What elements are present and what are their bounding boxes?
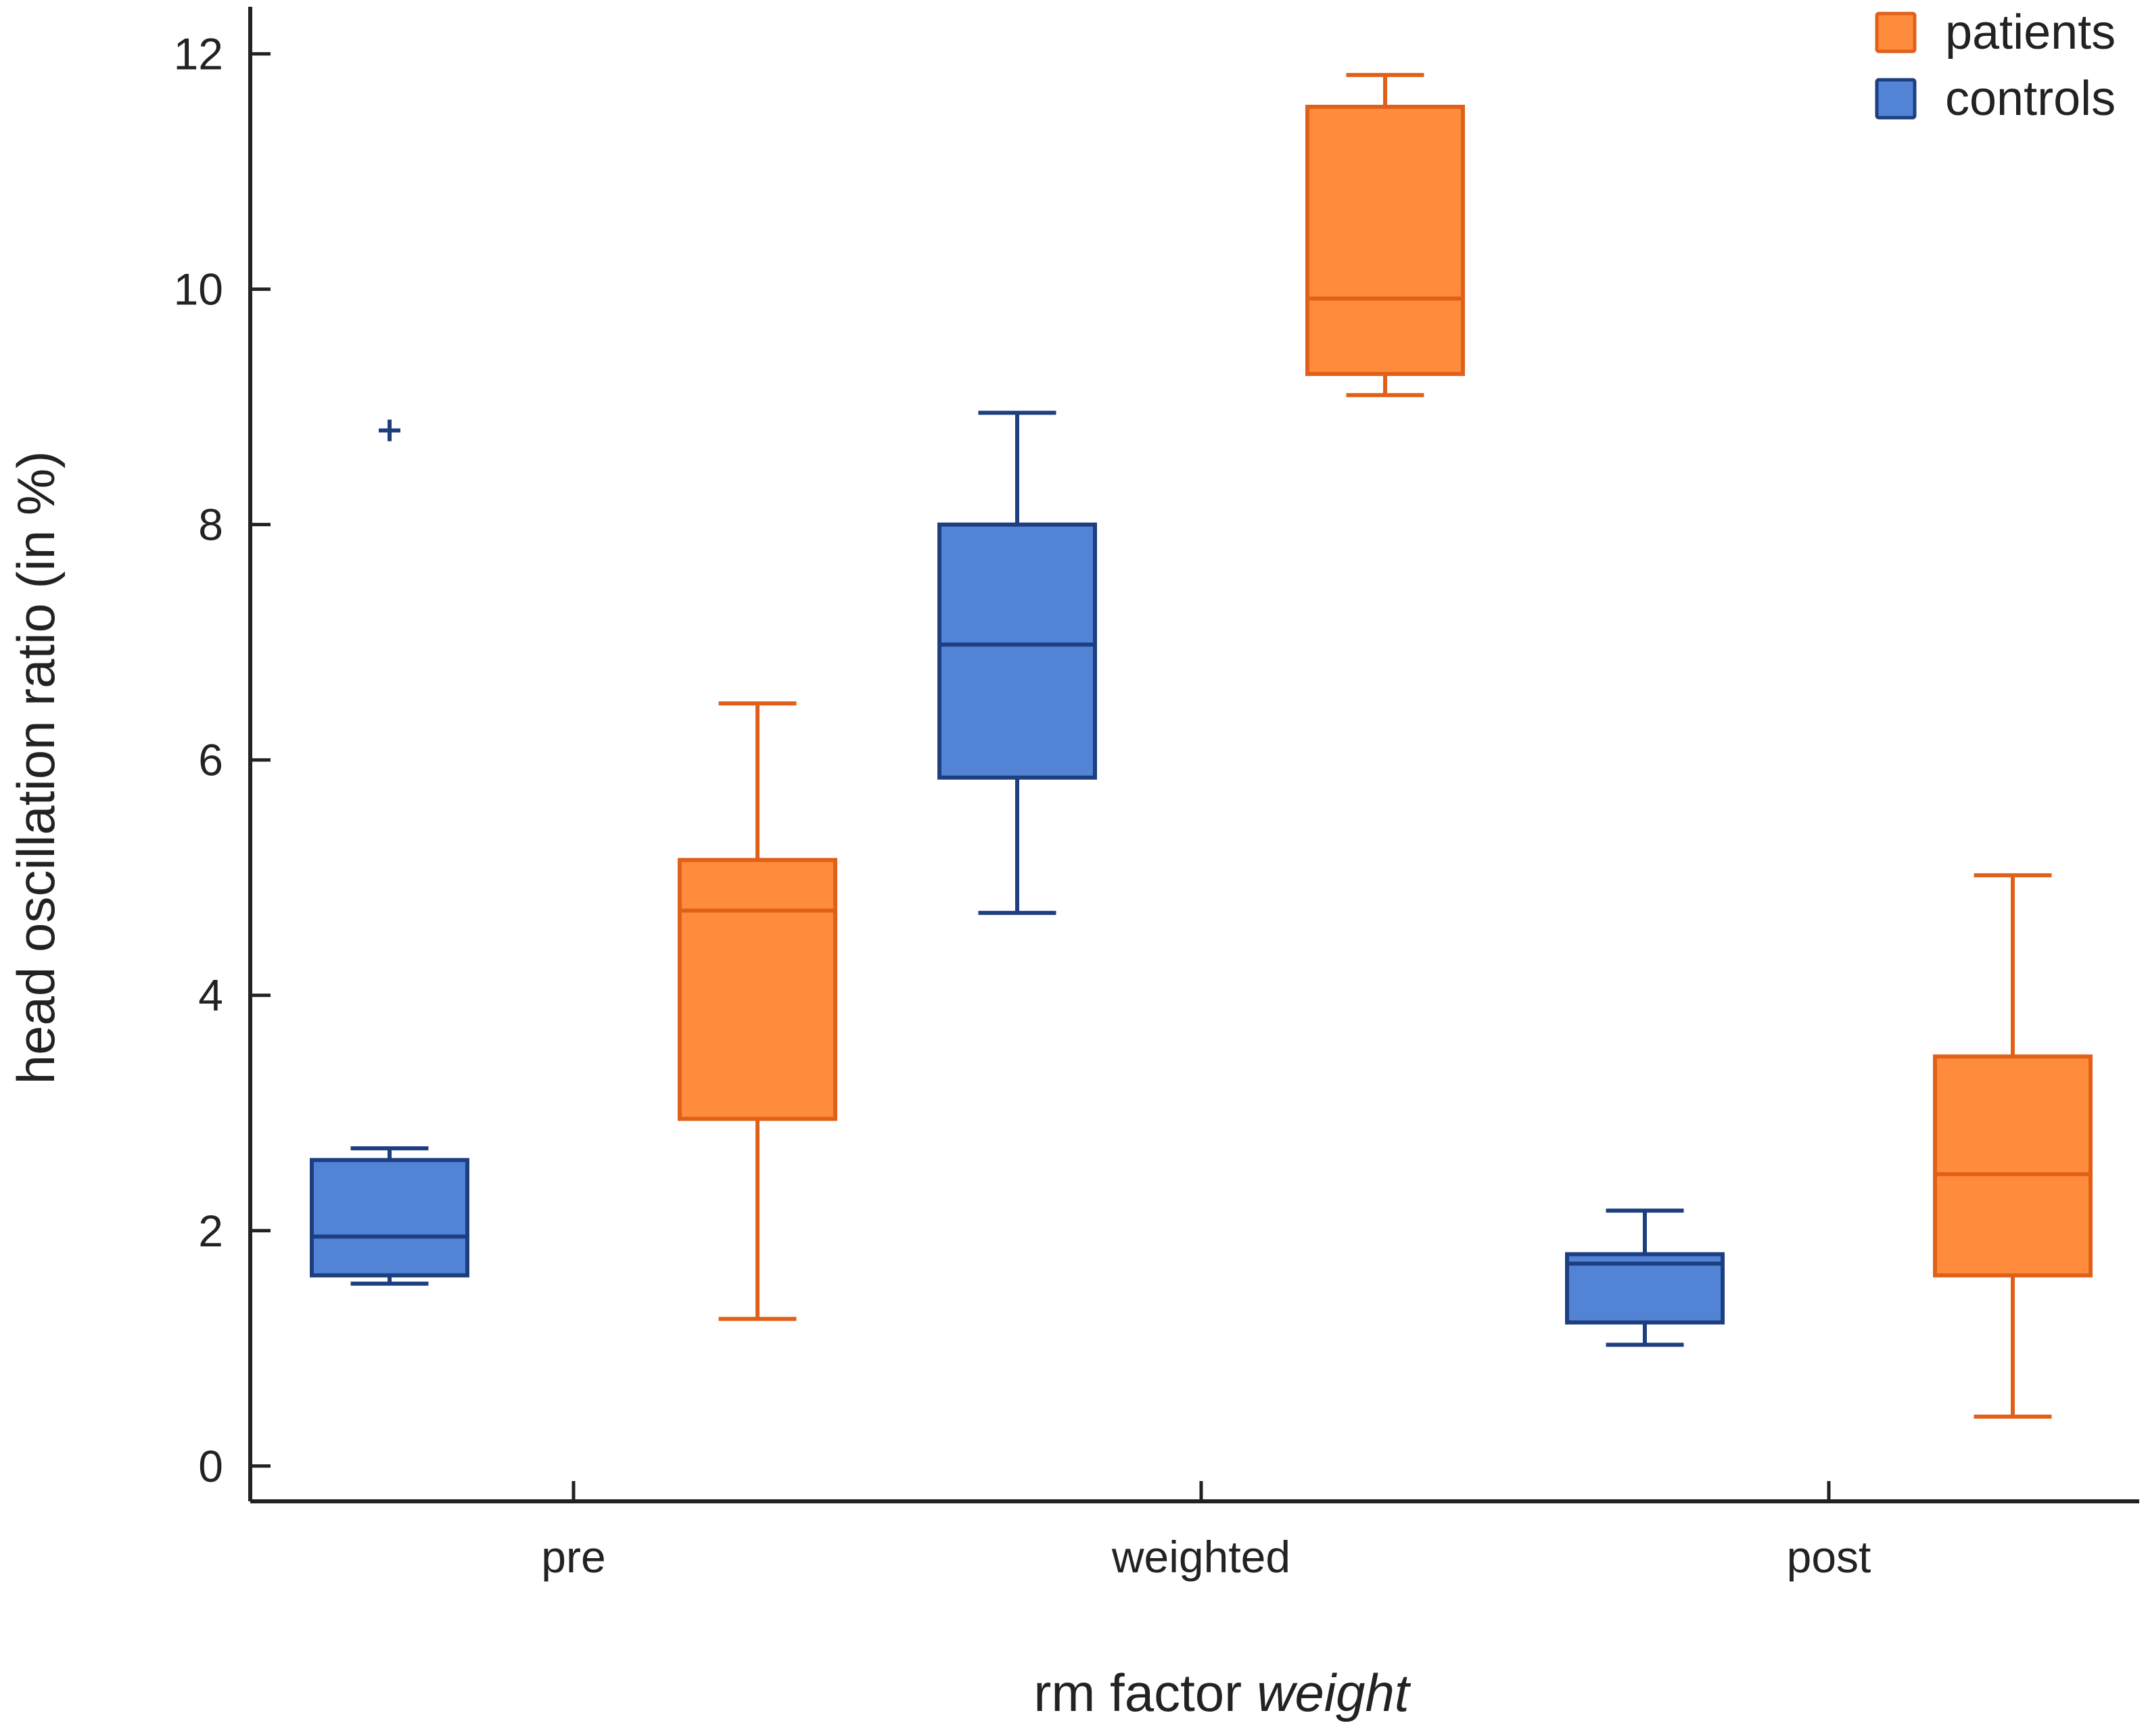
y-tick-label-4: 4 <box>198 970 223 1021</box>
axis-titles: head oscillation ratio (in %) rm factor w… <box>6 451 1412 1722</box>
legend-swatch-controls <box>1875 78 1917 120</box>
legend: patients controls <box>1875 5 2116 126</box>
outlier-controls-pre-0 <box>379 419 400 442</box>
legend-label-controls: controls <box>1945 72 2116 126</box>
box-controls-pre <box>310 1158 469 1277</box>
box-patients-post <box>1933 1054 2093 1277</box>
y-tick-label-10: 10 <box>174 264 223 314</box>
y-axis-title: head oscillation ratio (in %) <box>6 451 66 1084</box>
y-tick-label-8: 8 <box>198 500 223 550</box>
y-tick-label-12: 12 <box>174 29 223 79</box>
y-tick-label-6: 6 <box>198 735 223 785</box>
x-axis-title-prefix: rm factor <box>1033 1663 1242 1722</box>
legend-label-patients: patients <box>1945 5 2116 60</box>
y-tick-label-2: 2 <box>198 1206 223 1256</box>
box-patients-pre <box>678 858 837 1121</box>
legend-entry-patients: patients <box>1875 5 2116 60</box>
axes-layer: 0 2 4 6 8 10 12 pre weighted post <box>174 7 2139 1582</box>
series-patients <box>678 72 2093 1419</box>
x-tick-label-weighted: weighted <box>1111 1532 1290 1582</box>
box-controls-weighted <box>937 522 1097 780</box>
box-patients-weighted <box>1305 104 1465 376</box>
boxes-layer <box>310 72 2093 1419</box>
legend-swatch-patients <box>1875 11 1917 53</box>
y-tick-label-0: 0 <box>198 1441 223 1491</box>
x-axis-title: rm factor weight <box>1033 1663 1412 1722</box>
legend-entry-controls: controls <box>1875 72 2116 126</box>
x-axis-title-emphasis: weight <box>1257 1663 1412 1722</box>
x-tick-label-pre: pre <box>541 1532 605 1582</box>
x-tick-label-post: post <box>1787 1532 1871 1582</box>
series-controls <box>310 410 1725 1347</box>
